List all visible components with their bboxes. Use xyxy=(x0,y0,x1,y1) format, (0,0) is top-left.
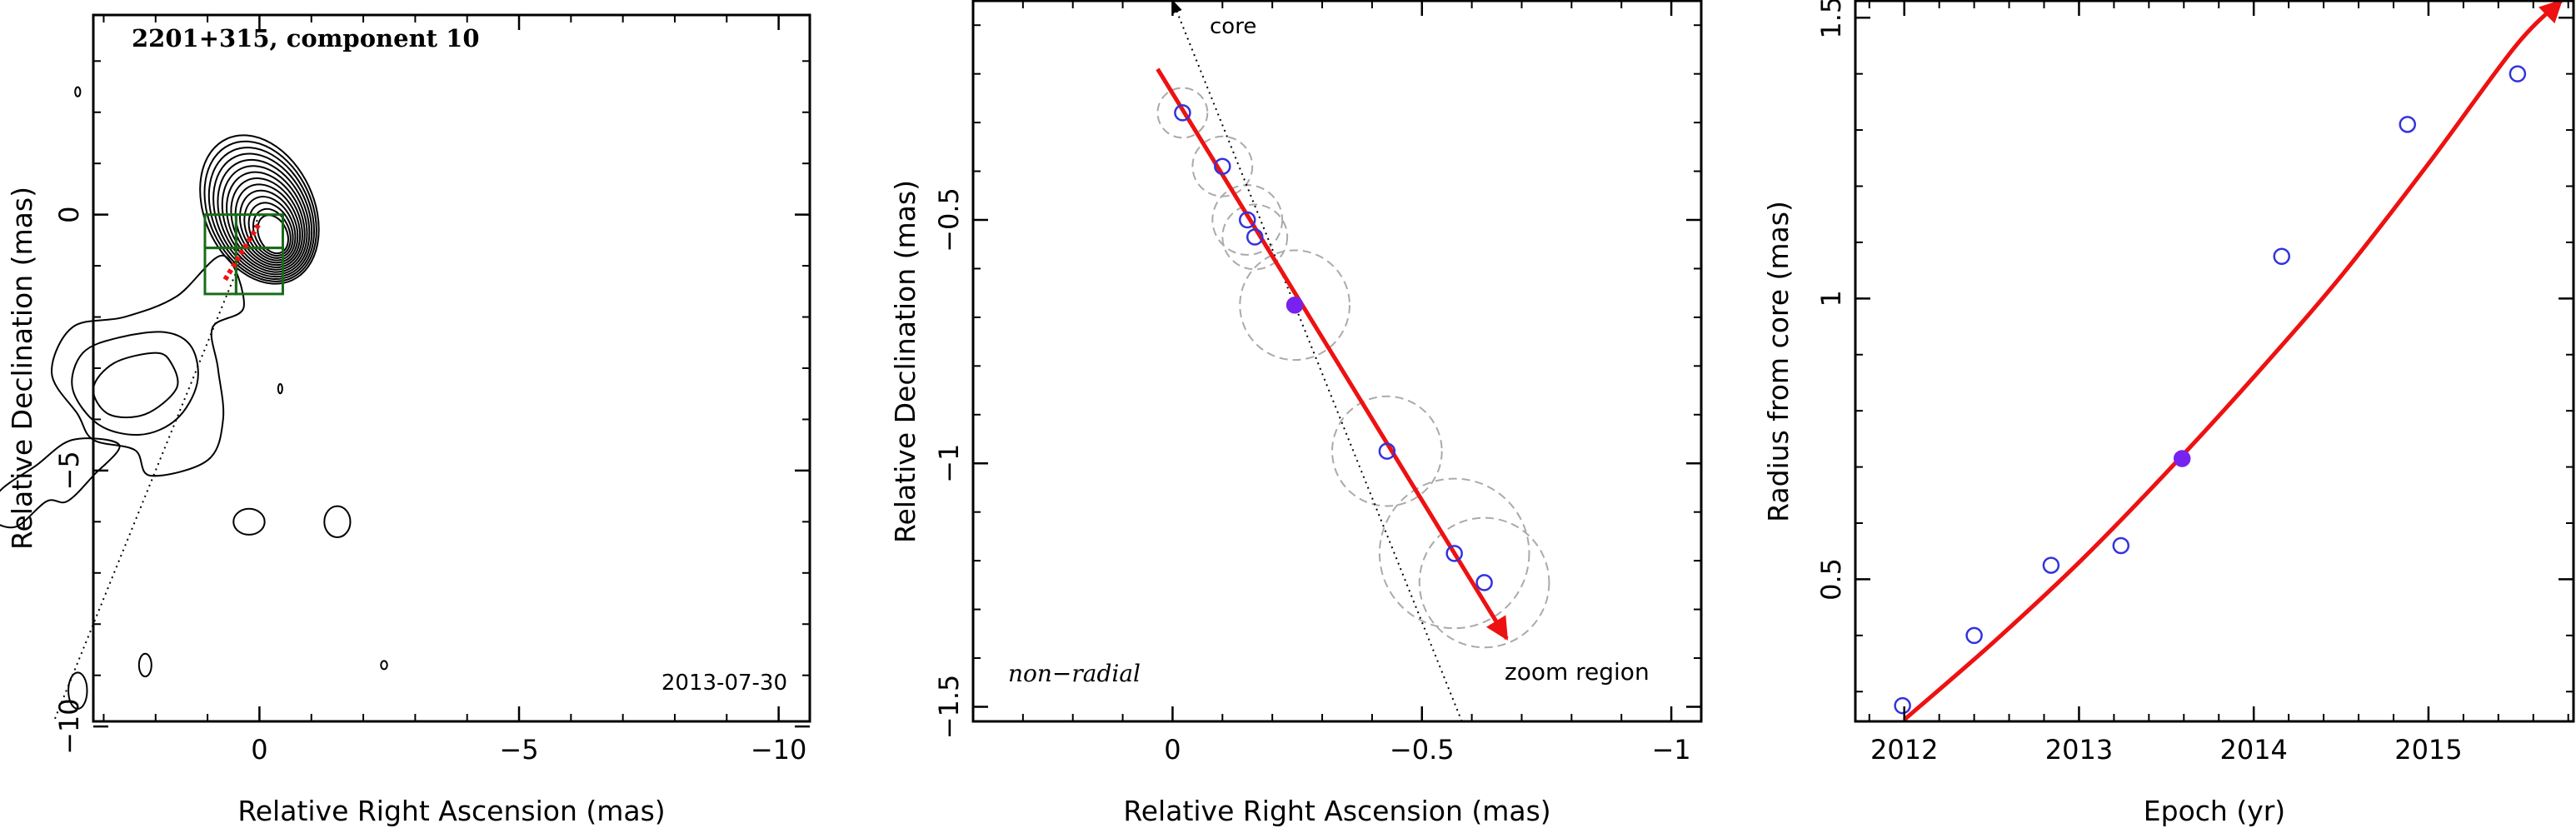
y-axis-label: Relative Declination (mas) xyxy=(6,187,38,550)
plot-frame xyxy=(92,13,811,723)
uncertainty-circle-5 xyxy=(1331,395,1443,507)
core-contour-9 xyxy=(239,189,299,264)
data-point-3 xyxy=(2112,536,2130,555)
contour-island-0 xyxy=(323,505,352,539)
y-tick-label-2: −10 xyxy=(53,698,85,755)
x-axis-label: Relative Right Ascension (mas) xyxy=(237,795,665,827)
core-direction-line xyxy=(52,214,261,722)
data-point-3 xyxy=(1246,228,1264,246)
data-point-2 xyxy=(2042,556,2060,574)
core-contour-8 xyxy=(234,183,302,267)
data-point-6 xyxy=(2399,116,2417,133)
data-point-5 xyxy=(2273,247,2290,266)
y-tick-label-1: −5 xyxy=(53,451,85,490)
data-point-5 xyxy=(1378,442,1396,460)
y-tick-label-1: 1 xyxy=(1815,290,1847,307)
data-point-2 xyxy=(1238,211,1256,229)
core-contour-13 xyxy=(257,214,289,255)
contour-island-2 xyxy=(137,652,152,678)
core-contour-1 xyxy=(203,140,317,282)
core-contour-0 xyxy=(199,134,320,285)
x-axis-label: Relative Right Ascension (mas) xyxy=(1123,795,1550,827)
uncertainty-circle-4 xyxy=(1239,249,1350,362)
core-direction-line xyxy=(1171,0,1463,722)
x-axis-label: Epoch (yr) xyxy=(2144,795,2285,827)
x-tick-label-1: −0.5 xyxy=(1390,734,1455,766)
panel-zoom-region: 0 −0.5 −1 −0.5 −1 −1.5 core zoom region non−r… xyxy=(889,0,1703,827)
zoom-box-3 xyxy=(234,247,284,296)
panel-contour-map: 0 −5 −10 0 −5 −10 2201+315, component 10 2013… xyxy=(0,13,811,827)
data-point-0 xyxy=(1174,104,1191,122)
data-point-7 xyxy=(2509,65,2527,82)
y-tick-label-1: −1 xyxy=(933,444,965,483)
filled-data-point xyxy=(1286,297,1304,314)
jet-contour-2 xyxy=(92,352,179,419)
observation-date: 2013-07-30 xyxy=(661,671,787,696)
data-point-7 xyxy=(1475,574,1493,591)
panel-radius-epoch: 2012 2013 2014 2015 0.5 1 1.5 Epoch (yr) Radiu… xyxy=(1762,0,2575,827)
x-tick-label-2: −1 xyxy=(1651,734,1690,766)
y-tick-label-0: 0 xyxy=(53,206,85,222)
zoom-region-label: zoom region xyxy=(1505,658,1650,686)
y-tick-label-2: −1.5 xyxy=(933,675,965,740)
data-point-1 xyxy=(1214,157,1231,175)
x-tick-label-0: 2012 xyxy=(1870,734,1938,766)
map-title: 2201+315, component 10 xyxy=(132,24,480,52)
data-point-1 xyxy=(1965,626,1983,645)
uncertainty-circle-6 xyxy=(1378,477,1530,630)
y-axis-label: Radius from core (mas) xyxy=(1762,201,1795,522)
uncertainty-circle-0 xyxy=(1156,87,1209,139)
y-tick-label-2: 1.5 xyxy=(1815,0,1847,39)
y-tick-label-0: 0.5 xyxy=(1815,558,1847,601)
y-axis-label: Relative Declination (mas) xyxy=(889,180,921,543)
core-contour-6 xyxy=(226,171,306,271)
uncertainty-circle-1 xyxy=(1191,135,1254,197)
core-label: core xyxy=(1210,14,1256,39)
core-contour-2 xyxy=(207,147,316,281)
non-radial-annotation: non−radial xyxy=(1008,660,1141,687)
data-point-0 xyxy=(1894,696,1911,715)
contour-island-6 xyxy=(74,86,82,97)
jet-contour-0 xyxy=(51,254,245,477)
contour-island-1 xyxy=(232,507,266,536)
x-tick-label-3: 2015 xyxy=(2394,734,2462,766)
jet-contour-3 xyxy=(0,437,121,529)
y-tick-label-0: −0.5 xyxy=(933,187,965,252)
jet-contour-1 xyxy=(71,331,199,436)
fit-curve-arrow xyxy=(1903,0,2564,721)
x-tick-label-2: 2014 xyxy=(2219,734,2287,766)
contour-island-8 xyxy=(380,660,388,671)
plot-frame xyxy=(971,0,1703,723)
core-contour-3 xyxy=(212,152,313,278)
filled-data-point xyxy=(2173,450,2191,467)
x-tick-label-1: −5 xyxy=(499,734,538,766)
zoom-box-2 xyxy=(203,213,237,250)
data-point-6 xyxy=(1445,545,1463,562)
x-tick-label-0: 0 xyxy=(1164,734,1181,766)
core-contour-5 xyxy=(221,165,308,273)
contour-island-9 xyxy=(277,382,283,395)
motion-arrow xyxy=(1156,67,1509,641)
component-track xyxy=(222,223,261,283)
contour-island-3 xyxy=(67,671,88,710)
x-tick-label-0: 0 xyxy=(251,734,267,766)
x-tick-label-2: −10 xyxy=(751,734,807,766)
uncertainty-circle-3 xyxy=(1221,203,1289,271)
plot-frame xyxy=(1854,0,2575,723)
core-contour-4 xyxy=(217,158,311,276)
uncertainty-circle-7 xyxy=(1418,516,1550,649)
x-tick-label-1: 2013 xyxy=(2045,734,2113,766)
